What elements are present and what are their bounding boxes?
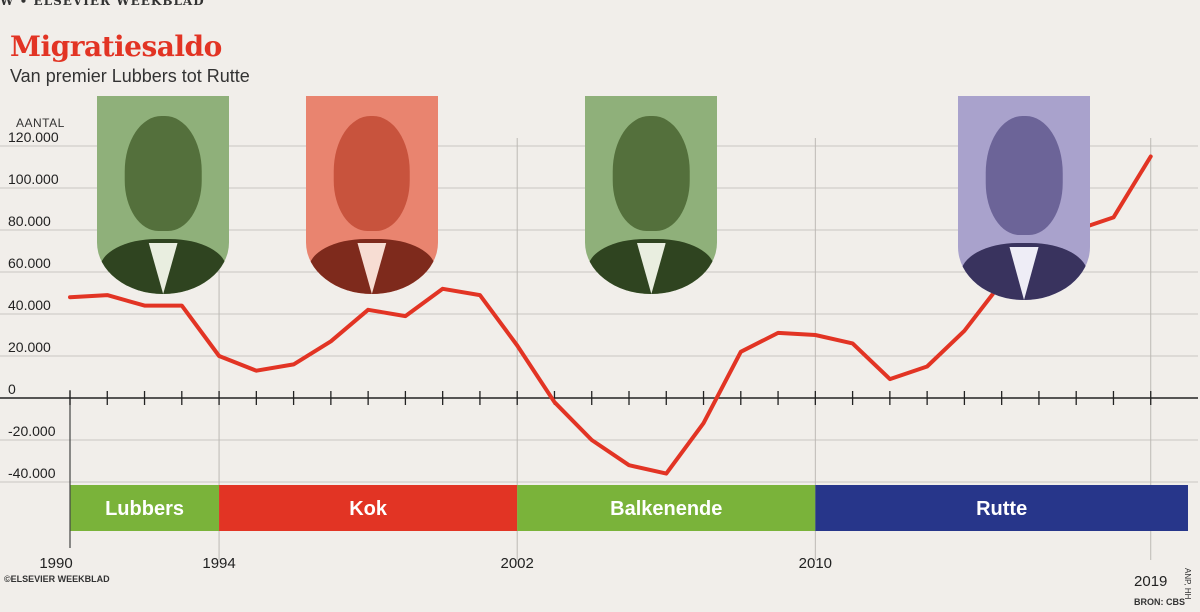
series-layer [68,154,1153,476]
portrait-head [124,115,202,231]
x-tick-label: 2019 [1134,573,1167,590]
chart-title: Migratiesaldo [10,30,222,63]
y-tick-label: 60.000 [8,255,51,271]
era-bar [815,485,1188,531]
era-label: Kok [349,498,388,520]
era-bar [70,485,220,531]
photo-credit: ANP, HH [1183,568,1192,600]
rutte-portrait [958,96,1091,300]
portrait-head [985,116,1063,235]
copyright-credit: ©ELSEVIER WEEKBLAD [4,574,110,584]
era-label: Lubbers [105,498,184,520]
era-label: Rutte [976,498,1027,520]
x-tick-label: 2010 [799,555,832,572]
axes [0,390,1198,548]
chart-subtitle: Van premier Lubbers tot Rutte [10,66,250,86]
source-note: BRON: CBS [1134,597,1185,607]
x-tick-label: 2002 [501,555,534,572]
y-tick-label: 100.000 [8,171,59,187]
era-bars: Lubbers Kok Balkenende Rutte [70,485,1188,531]
y-axis-title: AANTAL [16,116,65,130]
era-bar [517,485,816,531]
x-tick-label: 1994 [202,555,235,572]
y-tick-label: 40.000 [8,297,51,313]
y-tick-label: -20.000 [8,423,56,439]
x-tick-label: 1990 [39,555,72,572]
lubbers-portrait [97,96,230,294]
migration-line [68,154,1153,476]
era-bar [219,485,518,531]
y-tick-label: 80.000 [8,213,51,229]
y-tick-label: 120.000 [8,129,59,145]
portrait-head [333,115,411,231]
portrait-head [613,115,690,231]
masthead: W • ELSEVIER WEEKBLAD [0,0,205,8]
axis-labels: 120.000 100.000 80.000 60.000 40.000 20.000 0 -… [8,129,1167,590]
y-tick-label: 20.000 [8,339,51,355]
kok-portrait [305,96,438,294]
y-tick-label: 0 [8,381,16,397]
era-label: Balkenende [610,498,722,520]
y-tick-label: -40.000 [8,465,56,481]
balkenende-portrait [585,96,718,294]
